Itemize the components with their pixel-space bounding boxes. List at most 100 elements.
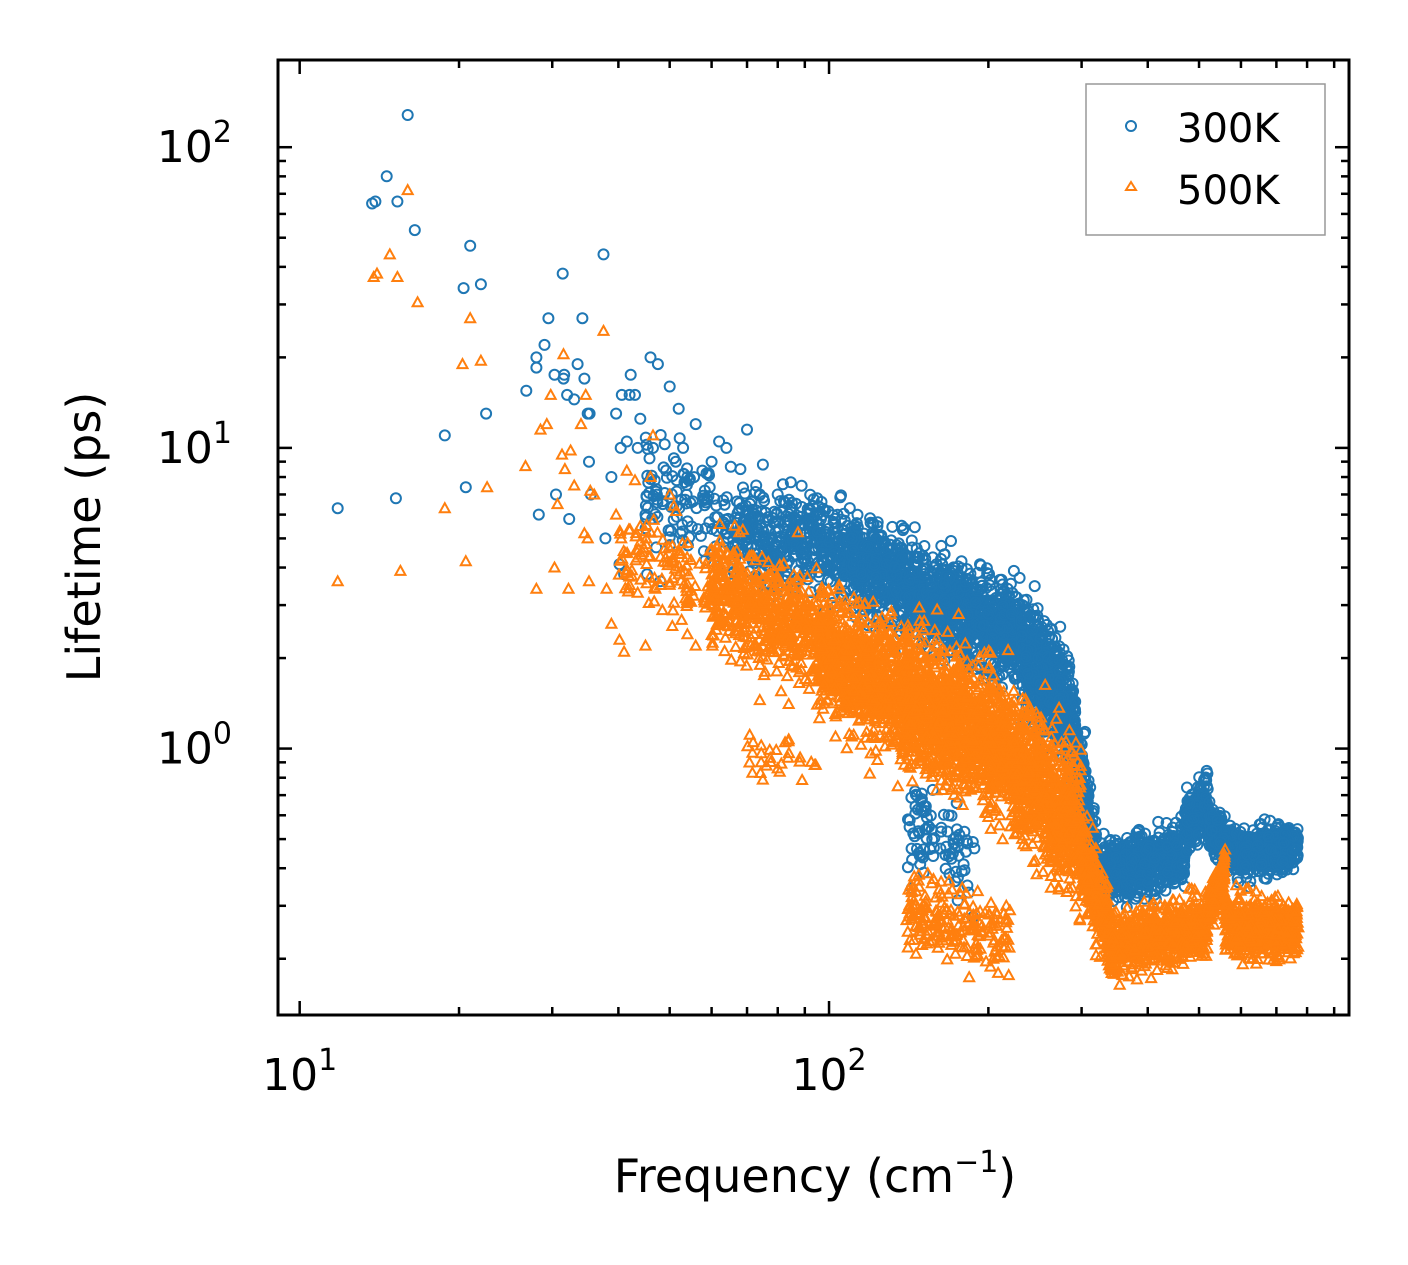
point-300K-band1	[737, 481, 749, 494]
point-300K-band3	[960, 563, 973, 576]
point-300K-band4	[1053, 664, 1066, 677]
point-300K-band0	[640, 489, 653, 502]
point-300K-band2	[890, 569, 903, 582]
point-300K-band3	[959, 580, 972, 593]
point-300K-band3	[916, 549, 929, 562]
point-300K-band3	[977, 619, 990, 632]
point-300K-band1	[797, 542, 810, 555]
point-300K-band2	[847, 544, 860, 557]
point-300K-band1	[834, 553, 847, 565]
point-300K-band1	[776, 544, 788, 557]
point-300K-band4	[1015, 630, 1028, 643]
point-300K-band4	[1066, 677, 1079, 690]
point-300K-band0	[669, 455, 682, 468]
point-300K-band0	[718, 518, 731, 531]
point-300K-band0	[680, 488, 693, 501]
point-300K-band2	[897, 522, 910, 535]
point-300K-band0	[657, 461, 670, 474]
point-300K-band2	[845, 532, 858, 545]
point-300K-band0	[700, 467, 713, 480]
point-300K-band3	[959, 575, 972, 588]
point-300K-band1	[779, 496, 792, 509]
point-300K-band1	[795, 510, 808, 523]
point-300K-band3	[945, 615, 958, 628]
point-300K-band3	[1007, 564, 1020, 577]
point-300K-band2	[870, 571, 883, 584]
point-300K-band2	[905, 593, 918, 606]
point-300K-band2	[850, 517, 863, 530]
point-300K-band0	[710, 499, 723, 512]
point-300K-band0	[703, 481, 716, 494]
point-300K-band2	[887, 589, 900, 602]
point-300K-band4	[1053, 694, 1066, 706]
point-300K-band2	[887, 593, 900, 606]
point-300K-band2	[866, 527, 879, 540]
point-300K-band3	[969, 596, 982, 609]
point-300K-band4	[1017, 594, 1030, 607]
point-300K-band1	[806, 552, 819, 565]
point-300K-band1	[799, 535, 812, 548]
point-300K-band3	[952, 587, 965, 600]
point-300K-band4	[1021, 667, 1034, 680]
point-300K-band4	[1046, 654, 1059, 667]
point-300K-band1	[733, 497, 746, 510]
point-300K-band1	[784, 476, 797, 489]
point-300K-band3	[983, 579, 996, 592]
point-300K-band4	[1026, 624, 1039, 637]
point-300K-band1	[785, 496, 798, 509]
point-300K-band4	[1042, 670, 1055, 683]
point-300K-band3	[938, 548, 951, 561]
point-300K-band3	[998, 608, 1011, 621]
point-300K-band1	[759, 539, 772, 552]
point-300K-band3	[955, 562, 968, 575]
point-300K-band1	[806, 525, 819, 537]
point-300K-band0	[651, 496, 664, 509]
point-300K-band0	[679, 493, 692, 506]
point-300K-band2	[868, 559, 881, 572]
point-300K-band4	[1032, 613, 1044, 626]
point-300K-band1	[843, 502, 856, 515]
point-300K-band3	[918, 568, 931, 581]
point-300K-band2	[876, 587, 889, 600]
point-300K-band0	[691, 523, 704, 536]
point-300K-band1	[762, 536, 775, 548]
point-300K-band0	[720, 491, 733, 504]
point-300K-band1	[811, 526, 824, 538]
point-300K-band0	[699, 522, 712, 535]
point-300K-band1	[733, 504, 746, 516]
point-300K-band2	[864, 512, 877, 525]
point-300K-band0	[662, 524, 675, 537]
point-300K-band2	[855, 567, 867, 580]
point-300K-band1	[740, 506, 753, 519]
point-300K-band0	[681, 462, 693, 475]
point-300K-band1	[750, 479, 763, 492]
point-300K-band4	[1032, 652, 1045, 665]
point-300K-band0	[718, 498, 731, 511]
point-300K-band1	[813, 523, 825, 536]
point-300K-band1	[795, 548, 808, 561]
point-300K-band2	[899, 550, 912, 563]
point-300K-band1	[788, 517, 801, 530]
point-300K-band4	[1048, 648, 1061, 661]
point-300K-band1	[753, 526, 766, 539]
point-300K-band1	[755, 505, 768, 518]
point-300K-band0	[639, 431, 652, 444]
point-300K-band2	[902, 590, 915, 603]
point-300K-band2	[890, 543, 903, 556]
point-300K-band2	[903, 573, 916, 586]
point-300K-band3	[986, 624, 999, 637]
point-300K-band3	[923, 596, 936, 609]
point-300K-band1	[835, 489, 847, 502]
point-300K-band2	[895, 553, 908, 566]
point-300K-band1	[788, 548, 801, 561]
point-300K-band4	[1049, 631, 1062, 644]
point-300K-band1	[773, 531, 786, 544]
point-300K-band3	[993, 670, 1006, 683]
point-300K-band0	[709, 511, 722, 524]
point-300K-band1	[804, 488, 817, 501]
point-300K-band3	[962, 608, 974, 621]
point-300K-band3	[925, 580, 938, 593]
point-300K-band3	[920, 562, 932, 575]
point-300K-band1	[776, 478, 789, 491]
